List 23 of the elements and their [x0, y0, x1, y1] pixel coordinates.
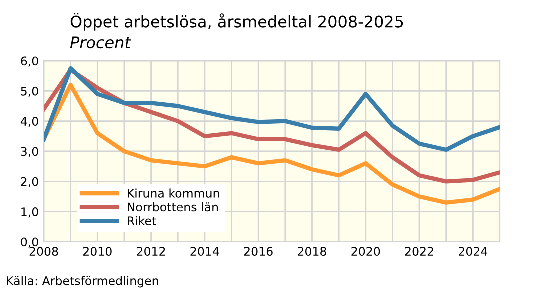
x-tick-label: 2024 — [459, 247, 488, 256]
legend-label: Kiruna kommun — [128, 188, 220, 198]
x-tick-label: 2012 — [137, 247, 166, 256]
y-tick-label: 1,0 — [22, 208, 38, 218]
y-tick-label: 5,0 — [21, 86, 38, 98]
legend-label: Norrbottens län — [128, 202, 218, 212]
y-tick-label: 3,0 — [21, 147, 38, 158]
chart-subtitle: Procent — [70, 36, 132, 49]
line-series — [44, 66, 500, 152]
y-tick-label: 4,0 — [20, 117, 38, 128]
x-tick-label: 2014 — [190, 247, 220, 256]
x-tick-label: 2010 — [83, 247, 112, 256]
x-tick-label: 2008 — [30, 247, 58, 256]
x-tick-label: 2020 — [352, 247, 380, 256]
y-tick-label: 2,0 — [21, 177, 38, 188]
legend-label: Riket — [128, 216, 156, 226]
y-tick-label: 6,0 — [21, 56, 38, 67]
text: Källa: Arbetsförmedlingen — [7, 276, 158, 288]
x-tick-label: 2022 — [405, 247, 434, 256]
chart-title: Öppet arbetslösa, årsmedeltal 2008-2025 — [70, 13, 404, 31]
y-tick-label: 0,0 — [21, 238, 38, 248]
x-tick-label: 2016 — [244, 247, 273, 256]
x-tick-label: 2018 — [298, 247, 326, 256]
